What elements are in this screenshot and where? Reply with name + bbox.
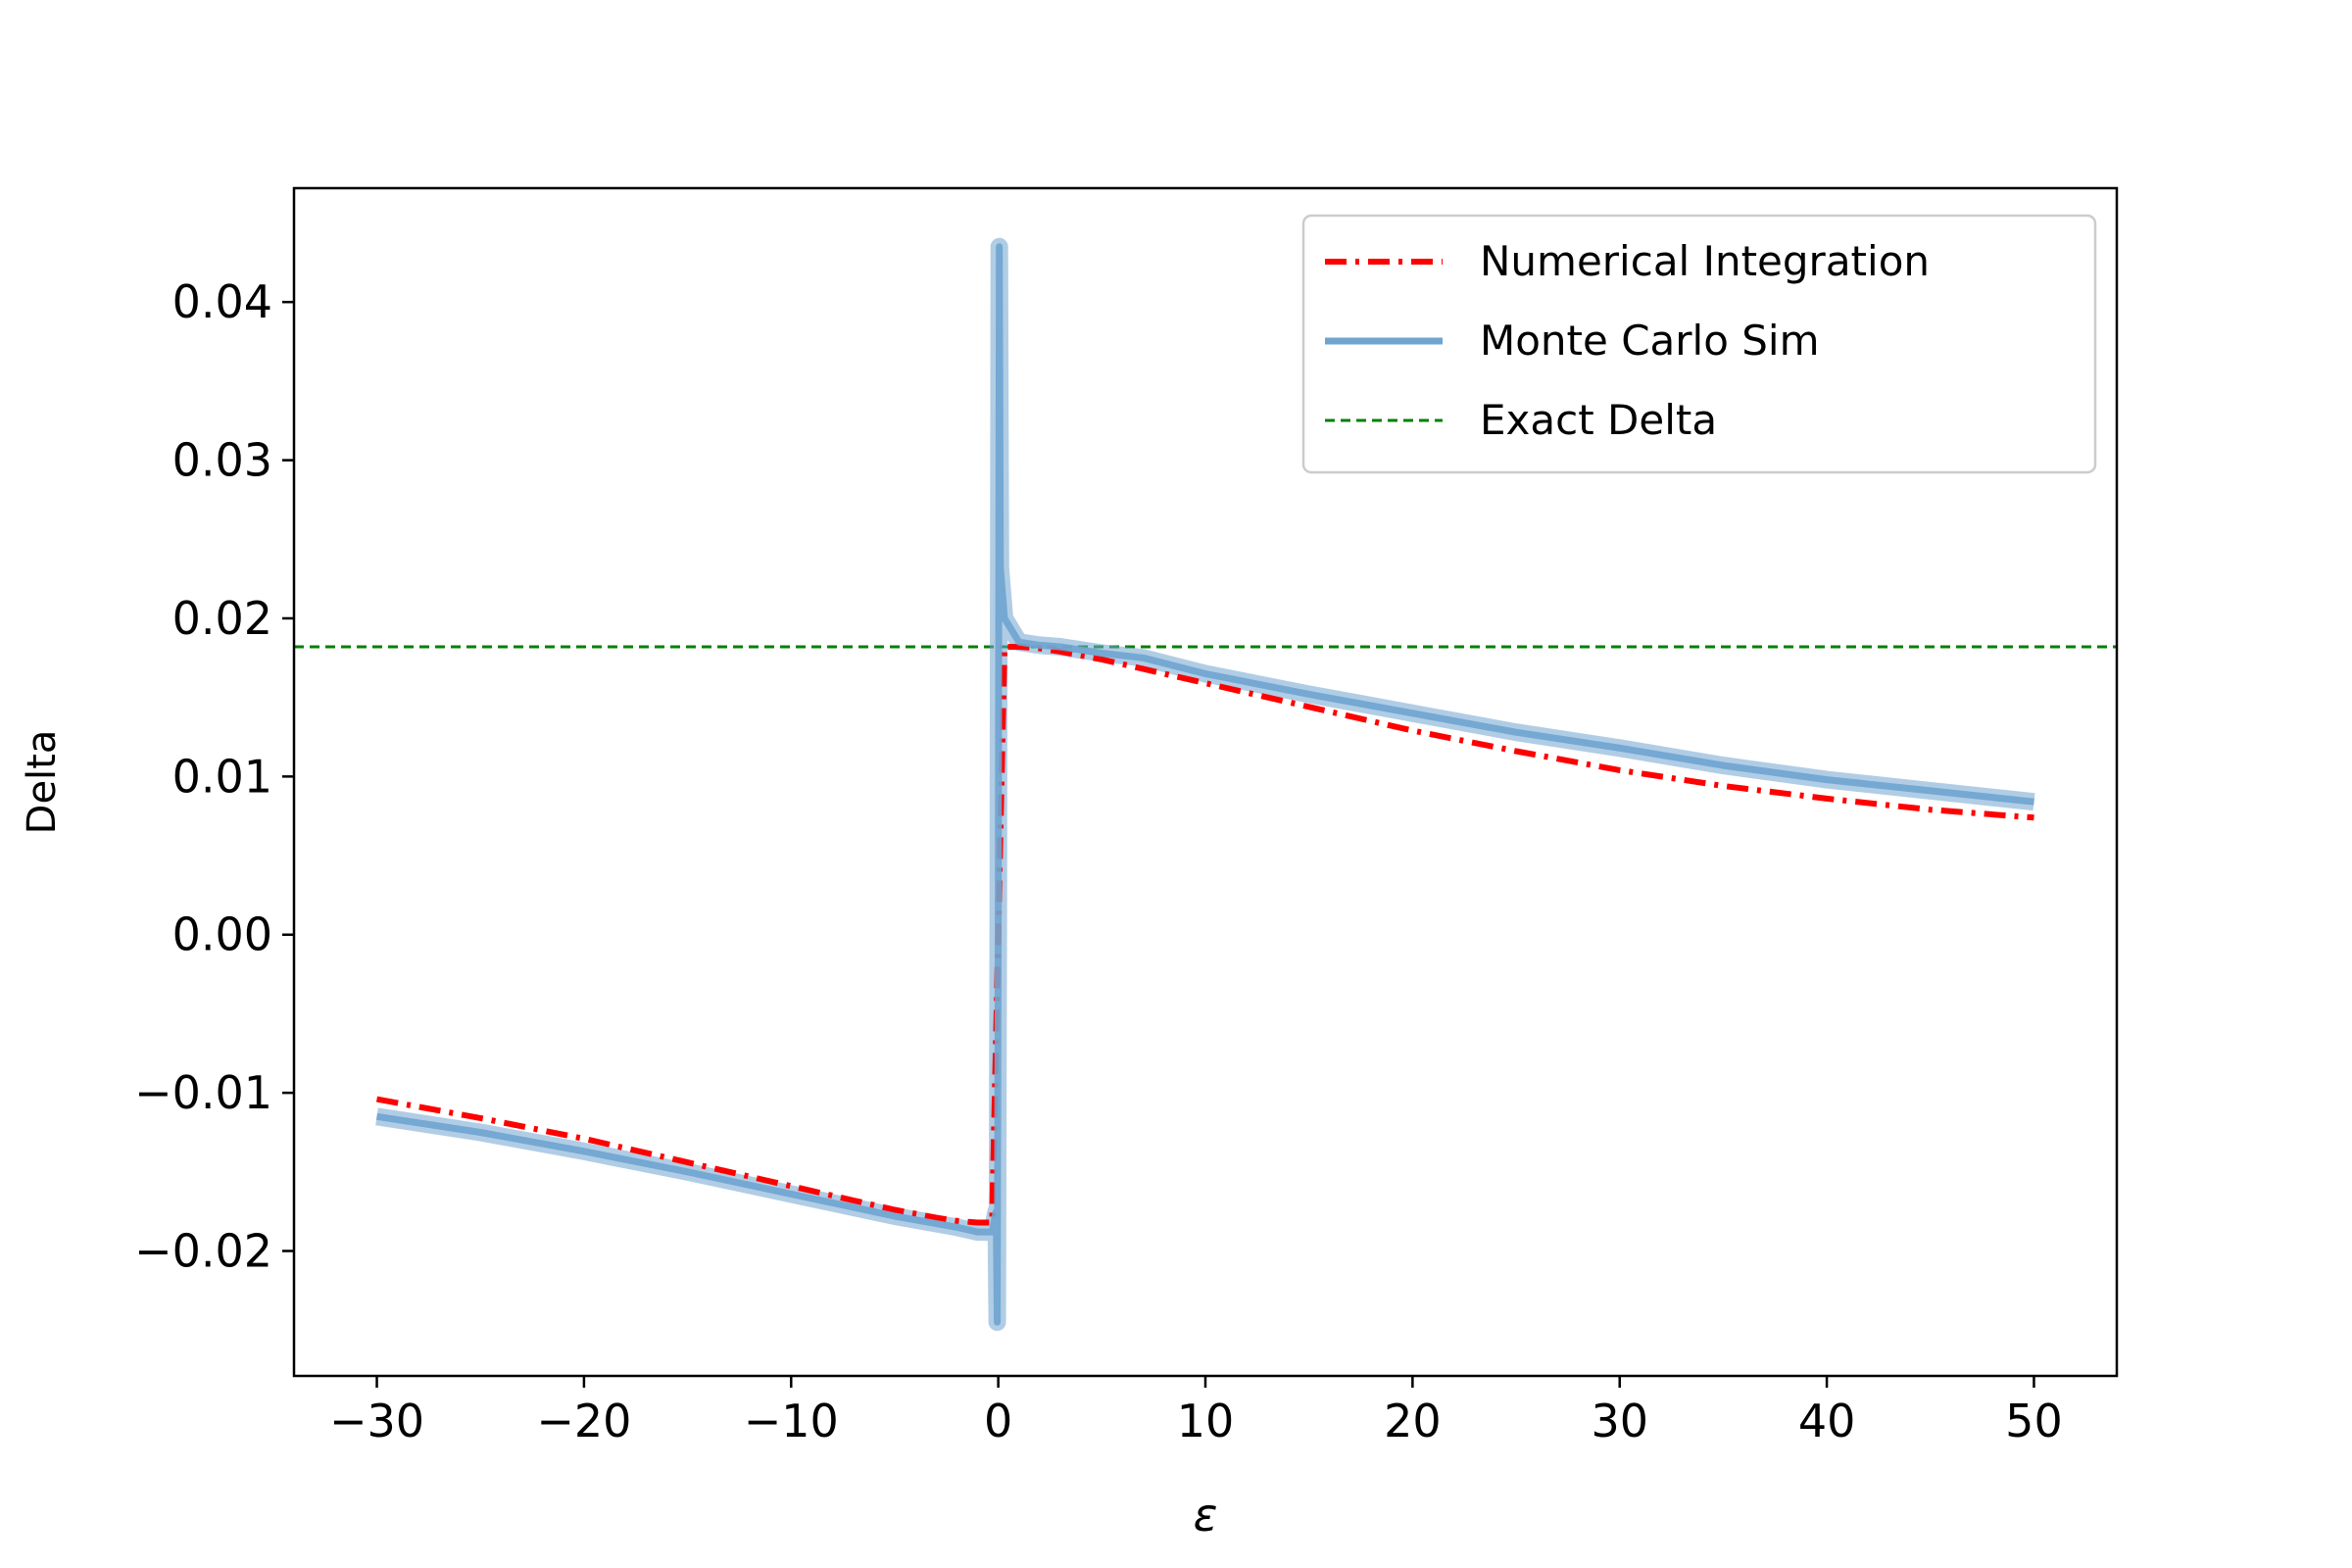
legend-label-numerical-integration: Numerical Integration [1480,237,1930,285]
y-tick-label: 0.02 [172,592,272,645]
x-tick-label: −20 [536,1395,631,1447]
x-tick-label: −30 [329,1395,424,1447]
legend-label-monte-carlo-sim: Monte Carlo Sim [1480,317,1820,365]
x-tick-label: 30 [1591,1395,1648,1447]
legend: Numerical Integration Monte Carlo Sim Ex… [1301,214,2097,474]
x-tick-label: 10 [1177,1395,1235,1447]
x-tick-label: 20 [1384,1395,1442,1447]
series-monte-carlo-sim-line [375,243,2034,1326]
series-layer [294,237,2117,1332]
legend-frame [1301,214,2097,474]
y-tick-label: −0.01 [134,1066,272,1119]
y-tick-label: 0.03 [172,434,272,487]
x-tick-label: 50 [2005,1395,2063,1447]
legend-label-exact-delta: Exact Delta [1480,396,1717,444]
y-axis-label: Delta [20,730,65,835]
x-tick-label: 40 [1798,1395,1856,1447]
y-tick-label: 0.00 [172,908,272,961]
y-axis: −0.02 −0.01 0.00 0.01 0.02 0.03 0.04 [134,275,294,1278]
x-axis-label: ε [1194,1489,1218,1542]
y-tick-label: 0.01 [172,750,272,803]
y-tick-label: −0.02 [134,1225,272,1278]
x-axis: −30 −20 −10 0 10 20 30 40 50 [329,1376,2063,1447]
x-tick-label: −10 [744,1395,839,1447]
y-tick-label: 0.04 [172,275,272,328]
x-tick-label: 0 [984,1395,1012,1447]
series-numerical-integration-line [375,644,2034,1226]
